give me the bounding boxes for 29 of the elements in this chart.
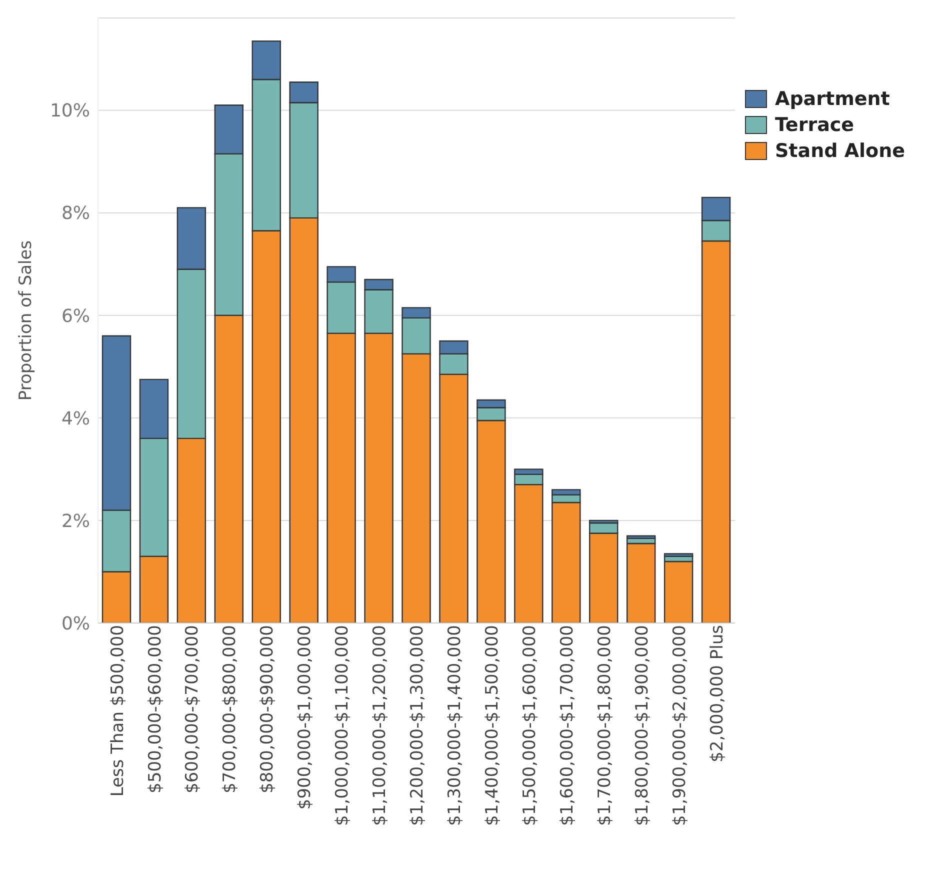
x-tick-label: $600,000-$700,000 bbox=[182, 625, 203, 794]
y-tick-label: 0% bbox=[61, 613, 90, 634]
x-tick-label: $1,400,000-$1,500,000 bbox=[482, 625, 503, 826]
bar bbox=[664, 560, 694, 623]
y-tick-label: 10% bbox=[50, 100, 90, 122]
y-tick-label: 8% bbox=[61, 203, 90, 224]
x-tick-label: $1,100,000-$1,200,000 bbox=[370, 625, 390, 826]
x-tick-label: $1,200,000-$1,300,000 bbox=[408, 625, 428, 826]
y-tick-label: 4% bbox=[61, 408, 90, 430]
x-tick-label: $1,300,000-$1,400,000 bbox=[445, 625, 466, 826]
x-tick-label: Less Than $500,000 bbox=[108, 625, 128, 797]
x-tick-label: $800,000-$900,000 bbox=[258, 625, 278, 794]
legend-label: Stand Alone bbox=[775, 139, 906, 164]
bar bbox=[626, 542, 656, 623]
x-tick-label: $1,600,000-$1,700,000 bbox=[557, 625, 578, 826]
x-tick-label: $1,900,000-$2,000,000 bbox=[670, 625, 690, 826]
x-tick-label: $1,500,000-$1,600,000 bbox=[520, 625, 540, 826]
x-tick-label: $1,700,000-$1,800,000 bbox=[594, 625, 615, 826]
y-tick-label: 6% bbox=[61, 306, 90, 327]
x-tick-label: $900,000-$1,000,000 bbox=[295, 625, 316, 810]
x-tick-label: $1,000,000-$1,100,000 bbox=[332, 625, 353, 826]
x-tick-label: $700,000-$800,000 bbox=[220, 625, 240, 794]
x-tick-label: $2,000,000 Plus bbox=[707, 624, 728, 762]
y-tick-label: 2% bbox=[61, 510, 90, 532]
y-axis-title: Proportion of Sales bbox=[16, 240, 36, 401]
x-tick-label: $500,000-$600,000 bbox=[145, 625, 166, 794]
x-tick-label: $1,800,000-$1,900,000 bbox=[632, 625, 652, 826]
legend-label: Apartment bbox=[775, 87, 890, 112]
legend-label: Terrace bbox=[775, 113, 854, 138]
